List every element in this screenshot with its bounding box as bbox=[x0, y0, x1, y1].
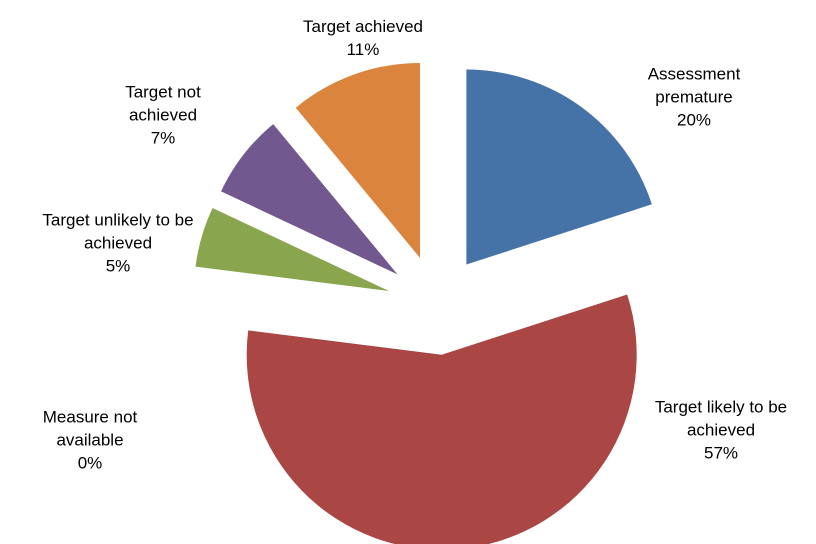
slice-label: Target likely to be achieved 57% bbox=[636, 396, 806, 465]
category-label: Target likely to be achieved bbox=[654, 397, 788, 440]
category-label: Target achieved bbox=[302, 17, 424, 36]
slice-label: Target not achieved 7% bbox=[106, 81, 221, 150]
category-label: Measure not available bbox=[42, 407, 138, 450]
category-label: Target unlikely to be achieved bbox=[42, 210, 194, 253]
value-label: 11% bbox=[346, 40, 380, 59]
category-label: Assessment premature bbox=[647, 64, 741, 107]
pie-slice bbox=[221, 124, 398, 275]
category-label: Target not achieved bbox=[125, 82, 201, 125]
value-label: 57% bbox=[703, 443, 739, 463]
pie-slice bbox=[466, 69, 652, 265]
slice-label: Target unlikely to be achieved 5% bbox=[31, 209, 206, 278]
value-label: 0% bbox=[77, 453, 103, 473]
pie-slice bbox=[246, 294, 637, 544]
slice-label: Target achieved 11% bbox=[273, 15, 453, 61]
value-label: 7% bbox=[150, 128, 176, 148]
value-label: 20% bbox=[676, 110, 712, 130]
slice-label: Assessment premature 20% bbox=[624, 63, 764, 132]
slice-label: Measure not available 0% bbox=[15, 406, 165, 475]
value-label: 5% bbox=[105, 256, 131, 276]
pie-slice bbox=[295, 62, 421, 258]
pie-slice bbox=[195, 208, 389, 292]
